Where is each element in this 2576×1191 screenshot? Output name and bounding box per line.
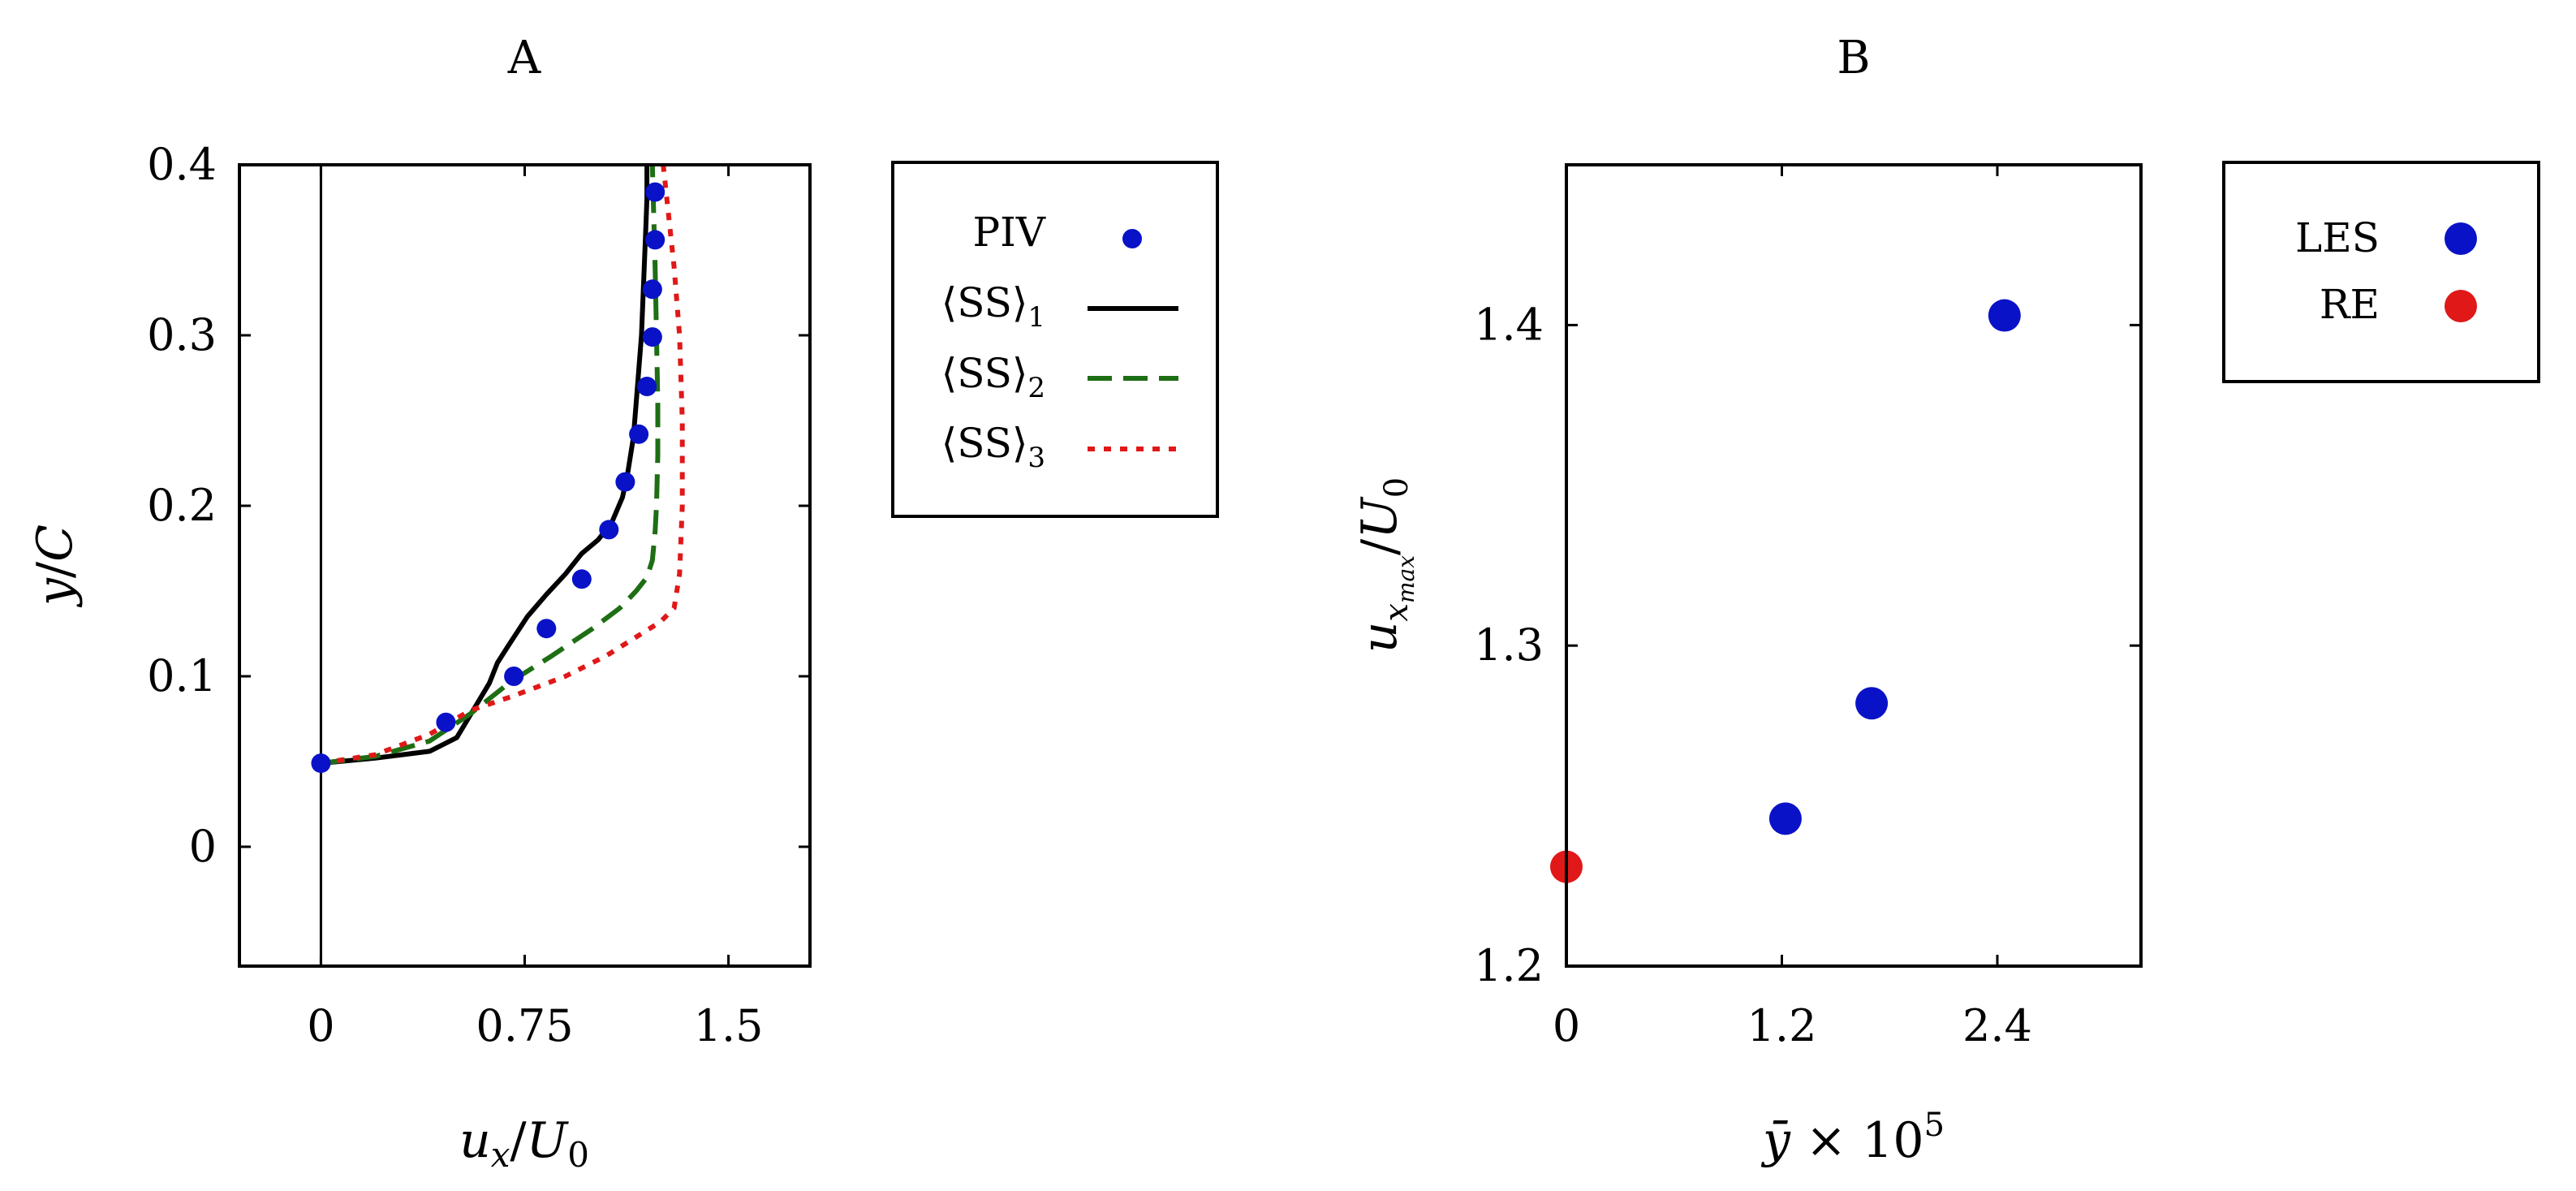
legend-label-les: LES (2295, 214, 2380, 261)
data-point-les (1768, 802, 1802, 835)
panel-a-y-axis-label: y/C (27, 524, 84, 608)
series-line-ss2 (321, 164, 661, 766)
x-tick-label: 1.5 (694, 1000, 764, 1051)
panel-a: A 0 0.75 1.5 0 0.1 0.2 0.3 0.4 ux/U0 y/C (27, 32, 812, 1175)
y-tick-label: 0.1 (147, 650, 217, 701)
legend-label-ss3-sub: 3 (1027, 442, 1045, 474)
data-point-piv (642, 279, 662, 300)
y-tick-label: 1.2 (1474, 940, 1544, 991)
panel-a-y-ticks: 0 0.1 0.2 0.3 0.4 (147, 139, 810, 872)
panel-b-frame (1565, 163, 2143, 968)
y-tick-label: 0.2 (147, 480, 217, 531)
legend-label-ss1: ⟨SS⟩1 (941, 279, 1045, 334)
legend-label-ss3-base: ⟨SS⟩ (941, 420, 1028, 467)
data-point-piv (615, 472, 635, 492)
legend-label-ss1-sub: 1 (1027, 301, 1045, 334)
x-tick-label: 0 (307, 1000, 334, 1051)
x-tick-label: 2.4 (1962, 1000, 2032, 1051)
data-point-piv (645, 182, 666, 202)
panel-a-title: A (507, 32, 541, 84)
data-point-les (1855, 687, 1889, 720)
legend-marker-piv (1122, 229, 1142, 248)
series-line-ss1 (321, 165, 650, 766)
panel-a-legend: PIV ⟨SS⟩1 ⟨SS⟩2 ⟨SS⟩3 (891, 161, 1219, 518)
panel-a-legend-box (891, 161, 1219, 518)
legend-label-ss2: ⟨SS⟩2 (941, 350, 1045, 404)
x-tick-label: 0.75 (476, 1000, 573, 1051)
data-point-piv (642, 327, 662, 347)
panel-b-y-ticks: 1.2 1.3 1.4 (1474, 299, 2141, 991)
panel-a-x-ticks: 0 0.75 1.5 (307, 165, 764, 1051)
panel-a-frame (238, 163, 812, 968)
data-point-piv (536, 619, 557, 639)
legend-label-ss2-base: ⟨SS⟩ (941, 350, 1028, 397)
panel-b: B 0 1.2 2.4 1.21.31.4 ȳ × 105 uxmax/U0 (1351, 32, 2143, 1169)
legend-label-re: RE (2320, 281, 2380, 328)
series-line-ss3 (320, 164, 685, 766)
data-point-piv (629, 424, 649, 444)
data-point-piv (645, 230, 666, 250)
legend-label-ss1-base: ⟨SS⟩ (941, 279, 1028, 326)
x-tick-label: 0 (1553, 1000, 1580, 1051)
panel-a-plot-area (311, 164, 685, 966)
data-point-piv (599, 520, 619, 540)
panel-b-legend-box (2222, 161, 2540, 383)
panel-b-title: B (1837, 32, 1870, 84)
y-tick-label: 0.3 (147, 309, 217, 360)
y-tick-label: 0.4 (147, 139, 217, 190)
legend-label-ss2-sub: 2 (1027, 372, 1045, 404)
data-point-piv (436, 712, 456, 732)
data-point-les (1988, 299, 2021, 332)
data-point-piv (504, 667, 524, 686)
x-tick-label: 1.2 (1747, 1000, 1817, 1051)
legend-marker-re (2445, 290, 2477, 322)
y-tick-label: 1.3 (1474, 619, 1544, 671)
legend-marker-les (2445, 222, 2477, 255)
data-point-piv (571, 569, 592, 589)
panel-b-x-axis-label: ȳ × 105 (1760, 1107, 1945, 1169)
y-tick-label: 1.4 (1474, 299, 1544, 350)
panel-b-y-axis-label: uxmax/U0 (1351, 477, 1419, 654)
data-point-piv (637, 377, 657, 396)
panel-b-legend: LES RE (2222, 161, 2540, 383)
panel-a-x-axis-label: ux/U0 (459, 1112, 589, 1175)
panel-b-plot-area (1550, 299, 2021, 883)
legend-label-piv: PIV (972, 209, 1045, 256)
y-tick-label: 0 (189, 821, 217, 872)
panel-b-x-ticks: 0 1.2 2.4 (1553, 165, 2032, 1051)
legend-label-ss3: ⟨SS⟩3 (941, 420, 1045, 474)
data-point-piv (311, 753, 331, 774)
